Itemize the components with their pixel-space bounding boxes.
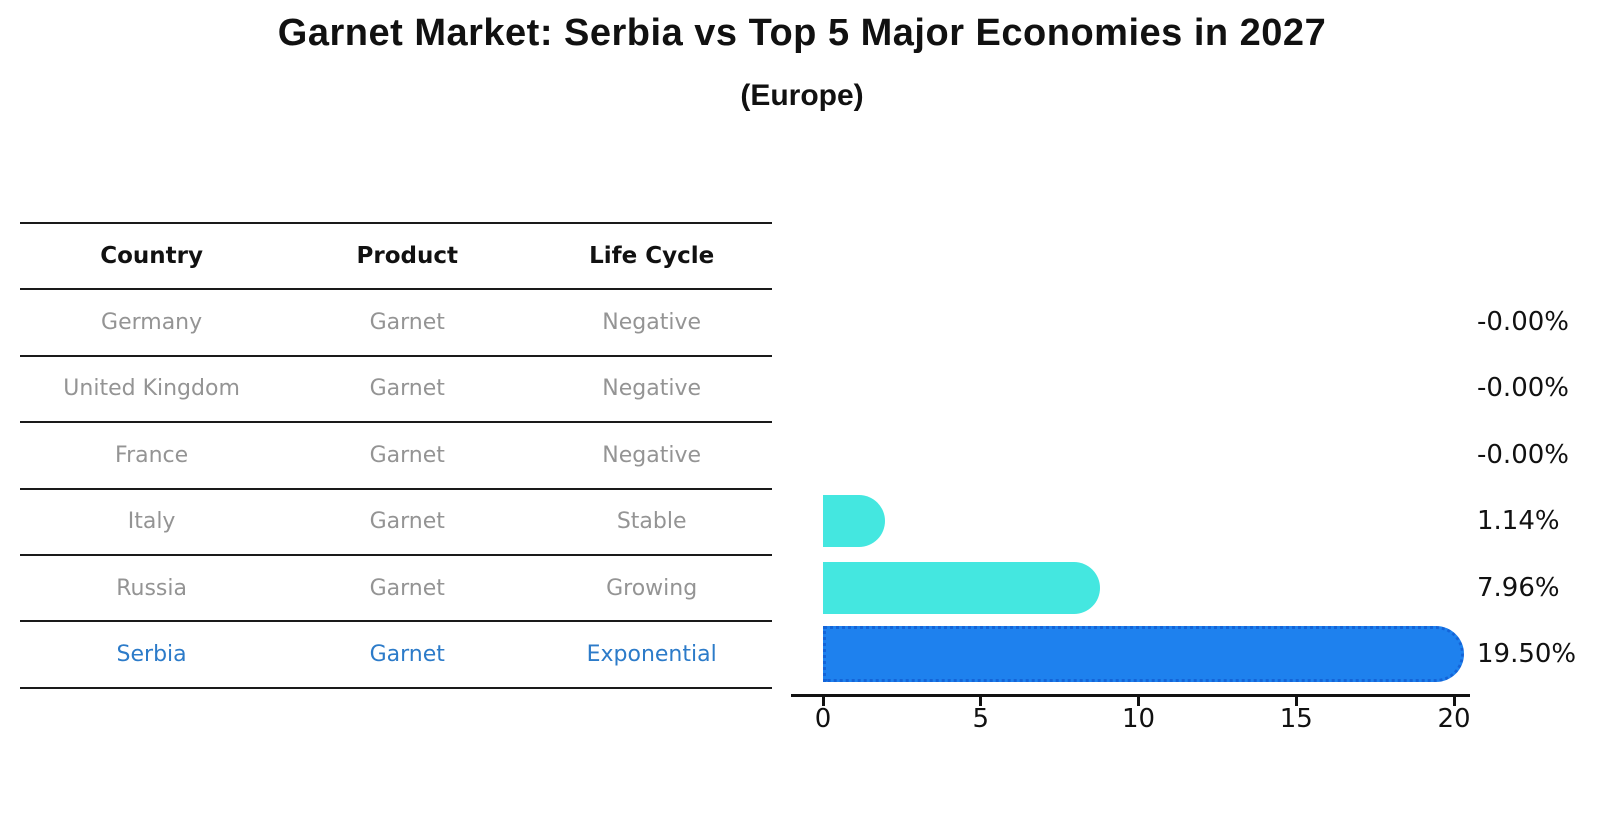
value-label-italy: 1.14%	[1477, 506, 1560, 537]
cell-country: United Kingdom	[63, 376, 240, 402]
cell-country: Germany	[101, 310, 203, 336]
x-tick-mark	[1294, 697, 1298, 706]
cell-product: Garnet	[369, 442, 445, 468]
cell-country: France	[115, 442, 189, 468]
value-label-france: -0.00%	[1477, 439, 1569, 470]
cell-product: Garnet	[369, 642, 445, 668]
chart-title: Garnet Market: Serbia vs Top 5 Major Eco…	[277, 12, 1327, 54]
table-header-row: Country Product Life Cycle	[20, 224, 772, 291]
column-header-country: Country	[100, 243, 203, 270]
country-table: Country Product Life Cycle Germany Garne…	[20, 222, 772, 689]
x-tick-mark	[1137, 697, 1140, 706]
table-row-united-kingdom: United Kingdom Garnet Negative	[20, 357, 772, 424]
chart-subtitle: (Europe)	[740, 79, 864, 112]
table-row-italy: Italy Garnet Stable	[20, 490, 772, 556]
x-axis-line	[791, 694, 1470, 697]
cell-country: Italy	[127, 509, 176, 535]
x-tick-mark	[979, 697, 983, 706]
cell-country: Russia	[116, 575, 187, 601]
cell-life-cycle: Stable	[616, 509, 687, 535]
cell-life-cycle: Negative	[602, 442, 702, 468]
bar-serbia	[823, 626, 1465, 682]
value-label-russia: 7.96%	[1477, 572, 1560, 603]
cell-product: Garnet	[369, 310, 445, 336]
cell-product: Garnet	[369, 575, 445, 601]
value-label-serbia: 19.50%	[1477, 639, 1577, 669]
x-tick-label: 15	[1279, 704, 1313, 734]
x-tick-mark	[1452, 697, 1456, 706]
table-row-france: France Garnet Negative	[20, 423, 772, 490]
table-row-germany: Germany Garnet Negative	[20, 290, 772, 357]
cell-life-cycle: Exponential	[586, 642, 717, 668]
column-header-life-cycle: Life Cycle	[589, 243, 715, 270]
x-tick-label: 0	[814, 704, 832, 734]
x-tick-mark	[821, 697, 825, 706]
cell-life-cycle: Growing	[606, 575, 698, 601]
bar-italy	[823, 495, 885, 548]
x-tick-label: 10	[1121, 704, 1156, 734]
column-header-product: Product	[356, 243, 458, 270]
cell-product: Garnet	[369, 376, 445, 402]
cell-life-cycle: Negative	[602, 310, 702, 336]
cell-life-cycle: Negative	[602, 376, 702, 402]
table-row-russia: Russia Garnet Growing	[20, 556, 772, 623]
table-row-serbia: Serbia Garnet Exponential	[20, 622, 772, 689]
cell-product: Garnet	[369, 509, 445, 535]
value-label-germany: -0.00%	[1477, 307, 1569, 337]
x-tick-label: 20	[1437, 704, 1471, 734]
cell-country: Serbia	[116, 642, 187, 668]
value-label-united-kingdom: -0.00%	[1477, 373, 1569, 404]
bar-russia	[823, 561, 1101, 614]
x-tick-label: 5	[972, 704, 990, 734]
